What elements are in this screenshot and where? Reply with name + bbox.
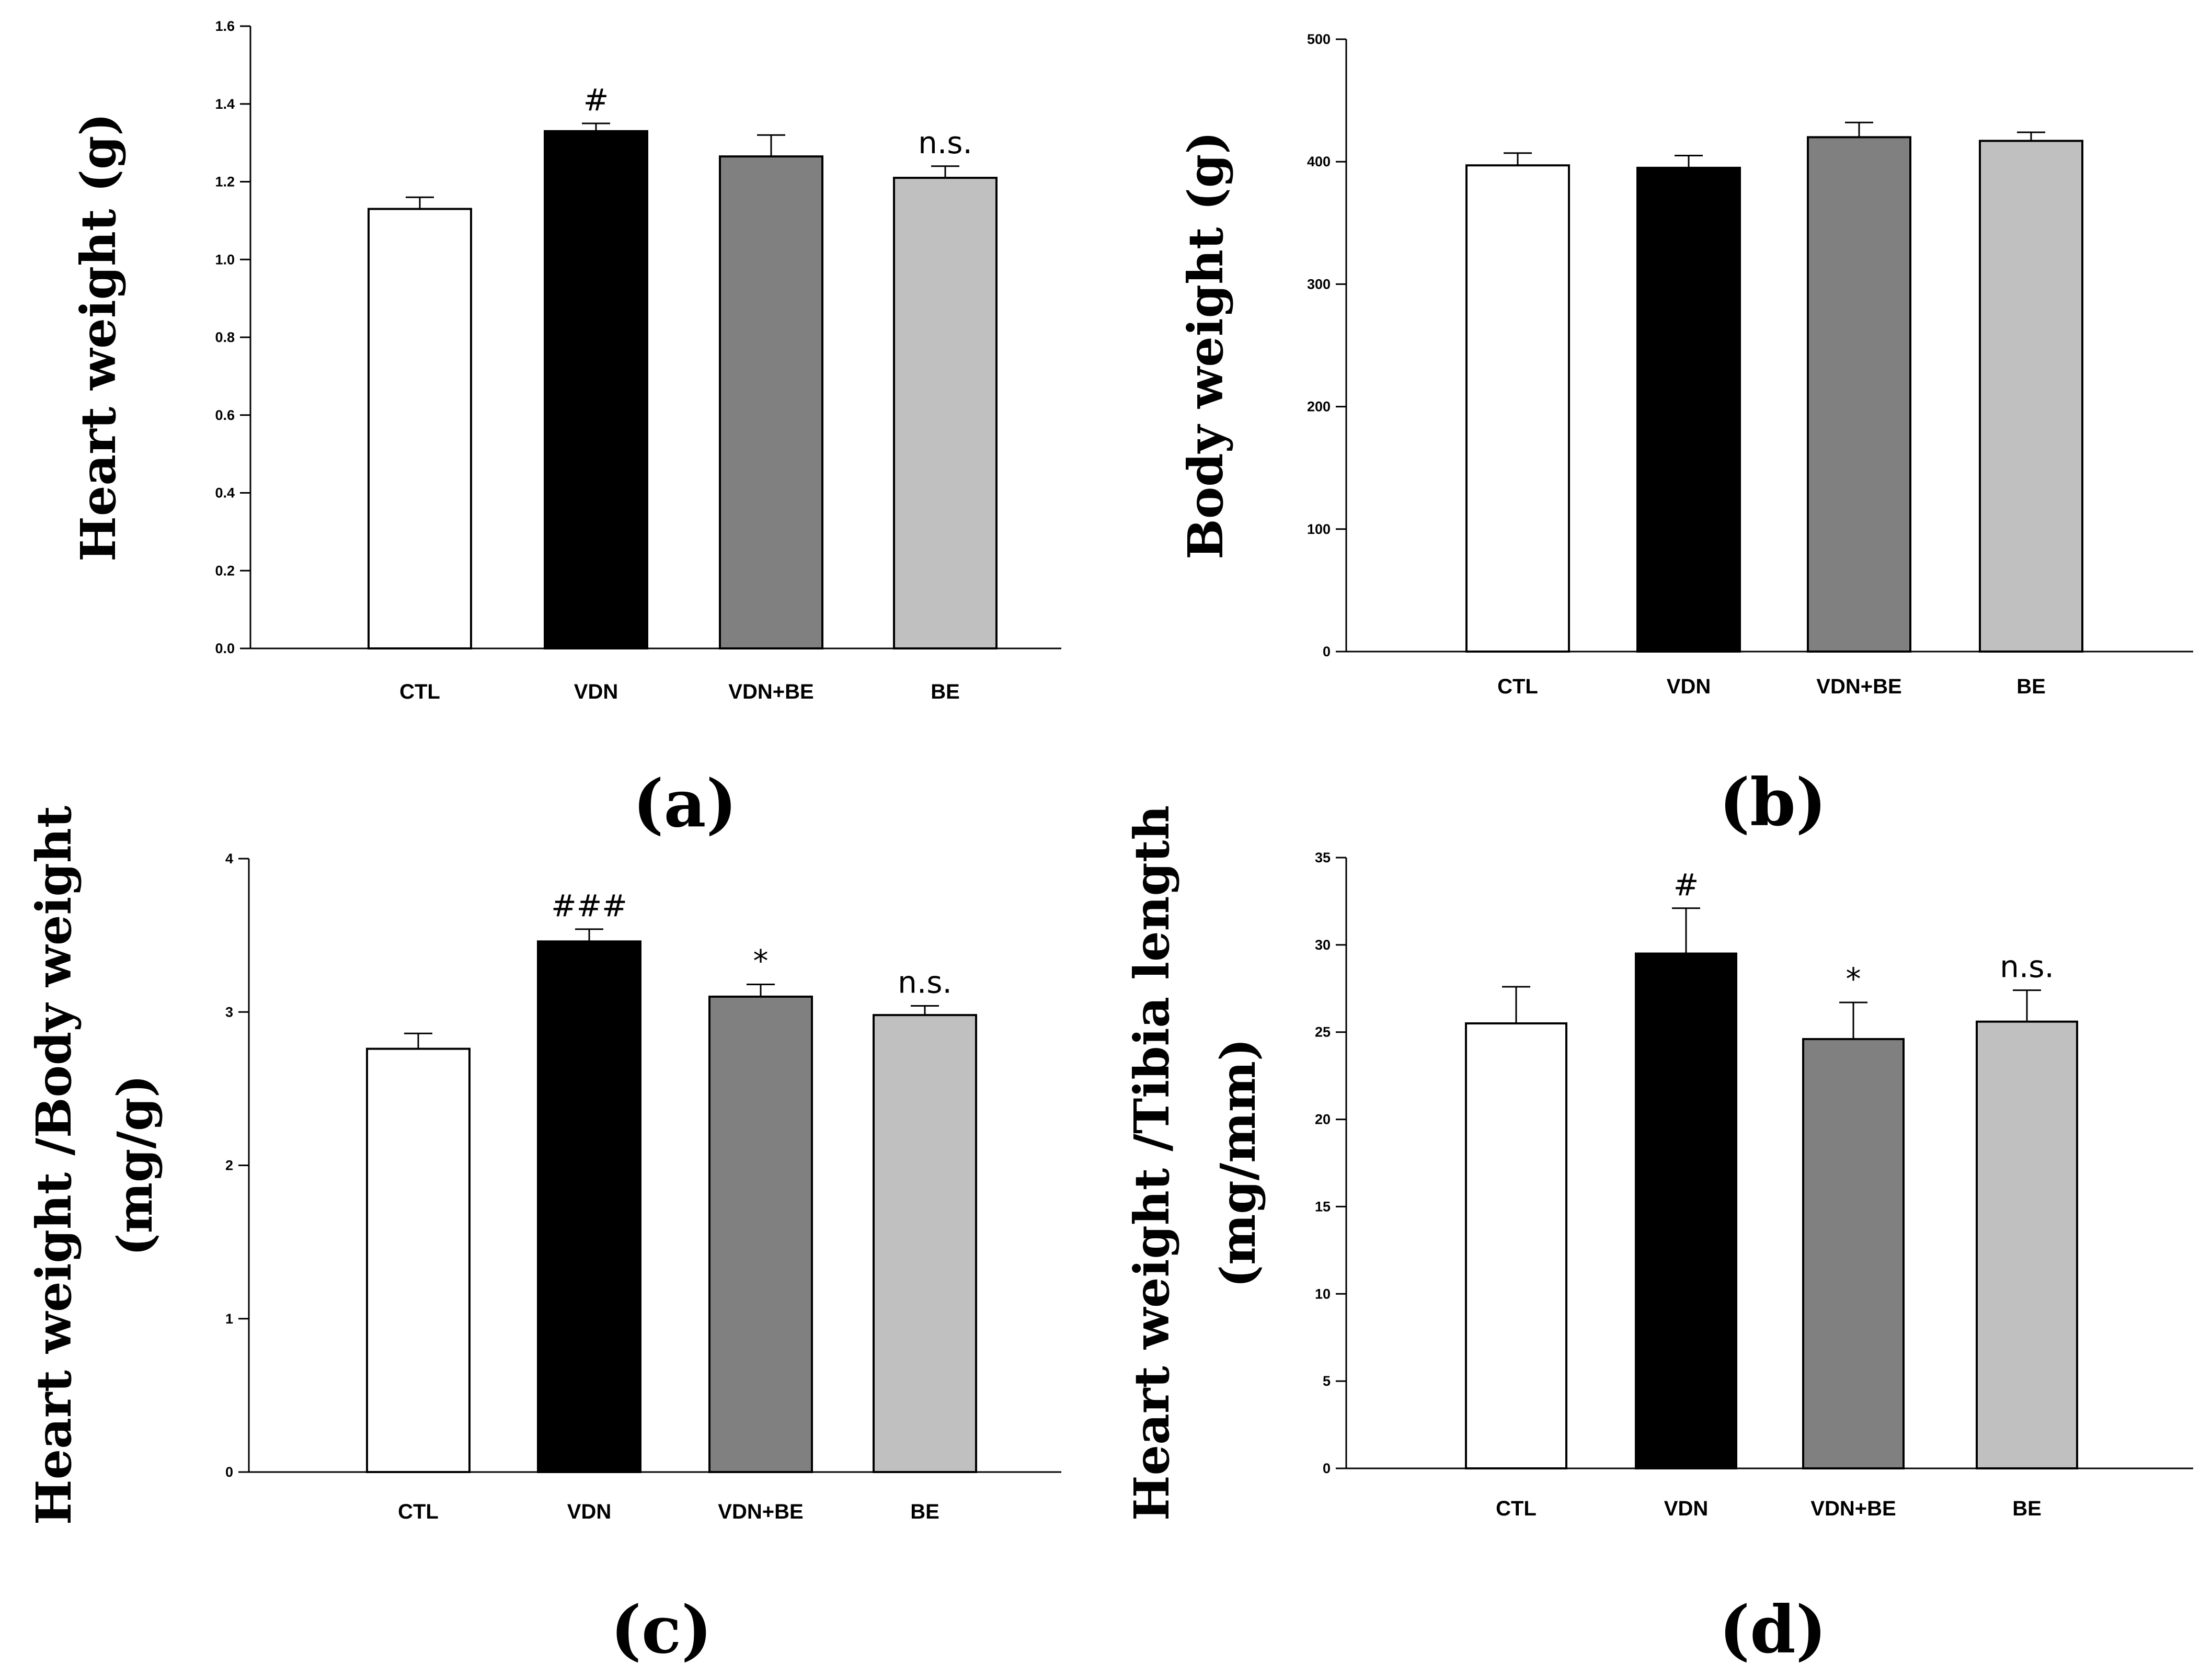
x-category-label: BE — [910, 1500, 939, 1523]
x-category-label: BE — [2016, 675, 2046, 698]
y-tick-label: 0.2 — [215, 563, 235, 578]
y-tick-label: 1.4 — [215, 96, 235, 112]
bar-vdn — [1635, 952, 1737, 1469]
y-axis-label: Body weight (g) — [1177, 131, 1234, 560]
y-tick-label: 1.2 — [215, 174, 235, 190]
bar-vdn-be — [708, 995, 813, 1474]
panel-label: (d) — [1719, 1592, 1827, 1665]
y-tick-label: 5 — [1323, 1373, 1331, 1389]
y-tick-label: 300 — [1307, 276, 1331, 292]
bar-vdn-be — [719, 155, 823, 649]
bar-vdn-be — [1802, 1038, 1905, 1469]
significance-label: # — [583, 82, 609, 118]
x-category-label: VDN+BE — [1816, 675, 1901, 698]
panel-label: (c) — [611, 1592, 712, 1665]
y-tick-label: 20 — [1315, 1112, 1331, 1127]
significance-label: * — [753, 943, 769, 978]
y-tick-label: 10 — [1315, 1286, 1331, 1302]
significance-label: ### — [551, 888, 627, 923]
bar-ctl — [366, 1047, 471, 1473]
y-tick-label: 0 — [1323, 644, 1331, 659]
bar-vdn-be — [1807, 136, 1911, 653]
y-tick-label: 0.6 — [215, 407, 235, 423]
bar-vdn — [544, 130, 648, 649]
y-tick-label: 0 — [1323, 1461, 1331, 1476]
bar-be — [1976, 1020, 2078, 1469]
significance-label: n.s. — [898, 965, 952, 1000]
y-tick-label: 0.4 — [215, 485, 235, 501]
y-tick-label: 15 — [1315, 1199, 1331, 1214]
y-tick-label: 4 — [225, 851, 233, 866]
chart-panel-4: 0 5 10 15 20 25 30 35 CTL # VDN * VDN+BE n.s. BE Heart … — [1124, 805, 2193, 1665]
chart-panel-1: 0.0 0.2 0.4 0.6 0.8 1.0 1.2 1.4 1.6 CTL # VDN VDN+BE… — [70, 18, 1061, 842]
x-category-label: CTL — [1496, 1497, 1537, 1520]
panel-label: (b) — [1719, 765, 1827, 841]
y-tick-label: 0 — [225, 1464, 233, 1480]
x-category-label: CTL — [1497, 675, 1538, 698]
bar-vdn — [537, 940, 641, 1473]
y-axis-label: Heart weight (g) — [70, 113, 127, 562]
x-category-label: VDN — [574, 680, 618, 703]
x-category-label: BE — [2012, 1497, 2042, 1520]
bar-ctl — [368, 208, 472, 649]
y-tick-label: 25 — [1315, 1024, 1331, 1040]
y-tick-label: 0.8 — [215, 329, 235, 345]
x-category-label: VDN — [1664, 1497, 1708, 1520]
y-tick-label: 100 — [1307, 521, 1331, 537]
chart-panel-2: 0 100 200 300 400 500 CTL VDN VDN+BE BE Body weigh… — [1177, 31, 2193, 841]
y-tick-label: 500 — [1307, 31, 1331, 47]
y-tick-label: 0.0 — [215, 641, 235, 656]
y-tick-label: 1.6 — [215, 18, 235, 34]
x-category-label: VDN+BE — [718, 1500, 803, 1523]
x-category-label: CTL — [398, 1500, 439, 1523]
panel-label: (a) — [633, 766, 737, 842]
y-tick-label: 2 — [225, 1158, 233, 1173]
y-tick-label: 3 — [225, 1004, 233, 1020]
significance-label: # — [1674, 867, 1699, 903]
y-axis-label: (mg/mm) — [1210, 1038, 1266, 1287]
x-category-label: VDN+BE — [1810, 1497, 1896, 1520]
significance-label: * — [1846, 961, 1861, 997]
y-axis-label: Heart weight /Body weight — [26, 805, 82, 1525]
x-category-label: VDN — [567, 1500, 611, 1523]
x-category-label: BE — [931, 680, 960, 703]
x-category-label: VDN+BE — [728, 680, 813, 703]
chart-panel-3: 0 1 2 3 4 CTL ### VDN * VDN+BE n.s. BE Heart weight … — [26, 805, 1061, 1665]
y-tick-label: 1.0 — [215, 252, 235, 267]
significance-label: n.s. — [918, 125, 972, 161]
y-tick-label: 1 — [225, 1311, 233, 1327]
bar-ctl — [1465, 1022, 1567, 1469]
bar-vdn — [1636, 166, 1741, 653]
x-category-label: CTL — [399, 680, 440, 703]
bar-be — [1979, 140, 2083, 653]
bar-ctl — [1465, 164, 1570, 653]
y-tick-label: 400 — [1307, 154, 1331, 169]
significance-label: n.s. — [2000, 949, 2054, 985]
bar-be — [873, 1014, 977, 1473]
y-axis-label: (mg/g) — [107, 1075, 163, 1256]
y-tick-label: 200 — [1307, 399, 1331, 415]
x-category-label: VDN — [1667, 675, 1711, 698]
y-tick-label: 30 — [1315, 937, 1331, 953]
bar-be — [893, 177, 998, 649]
y-axis-label: Heart weight /Tibia length — [1124, 805, 1180, 1521]
y-tick-label: 35 — [1315, 850, 1331, 865]
